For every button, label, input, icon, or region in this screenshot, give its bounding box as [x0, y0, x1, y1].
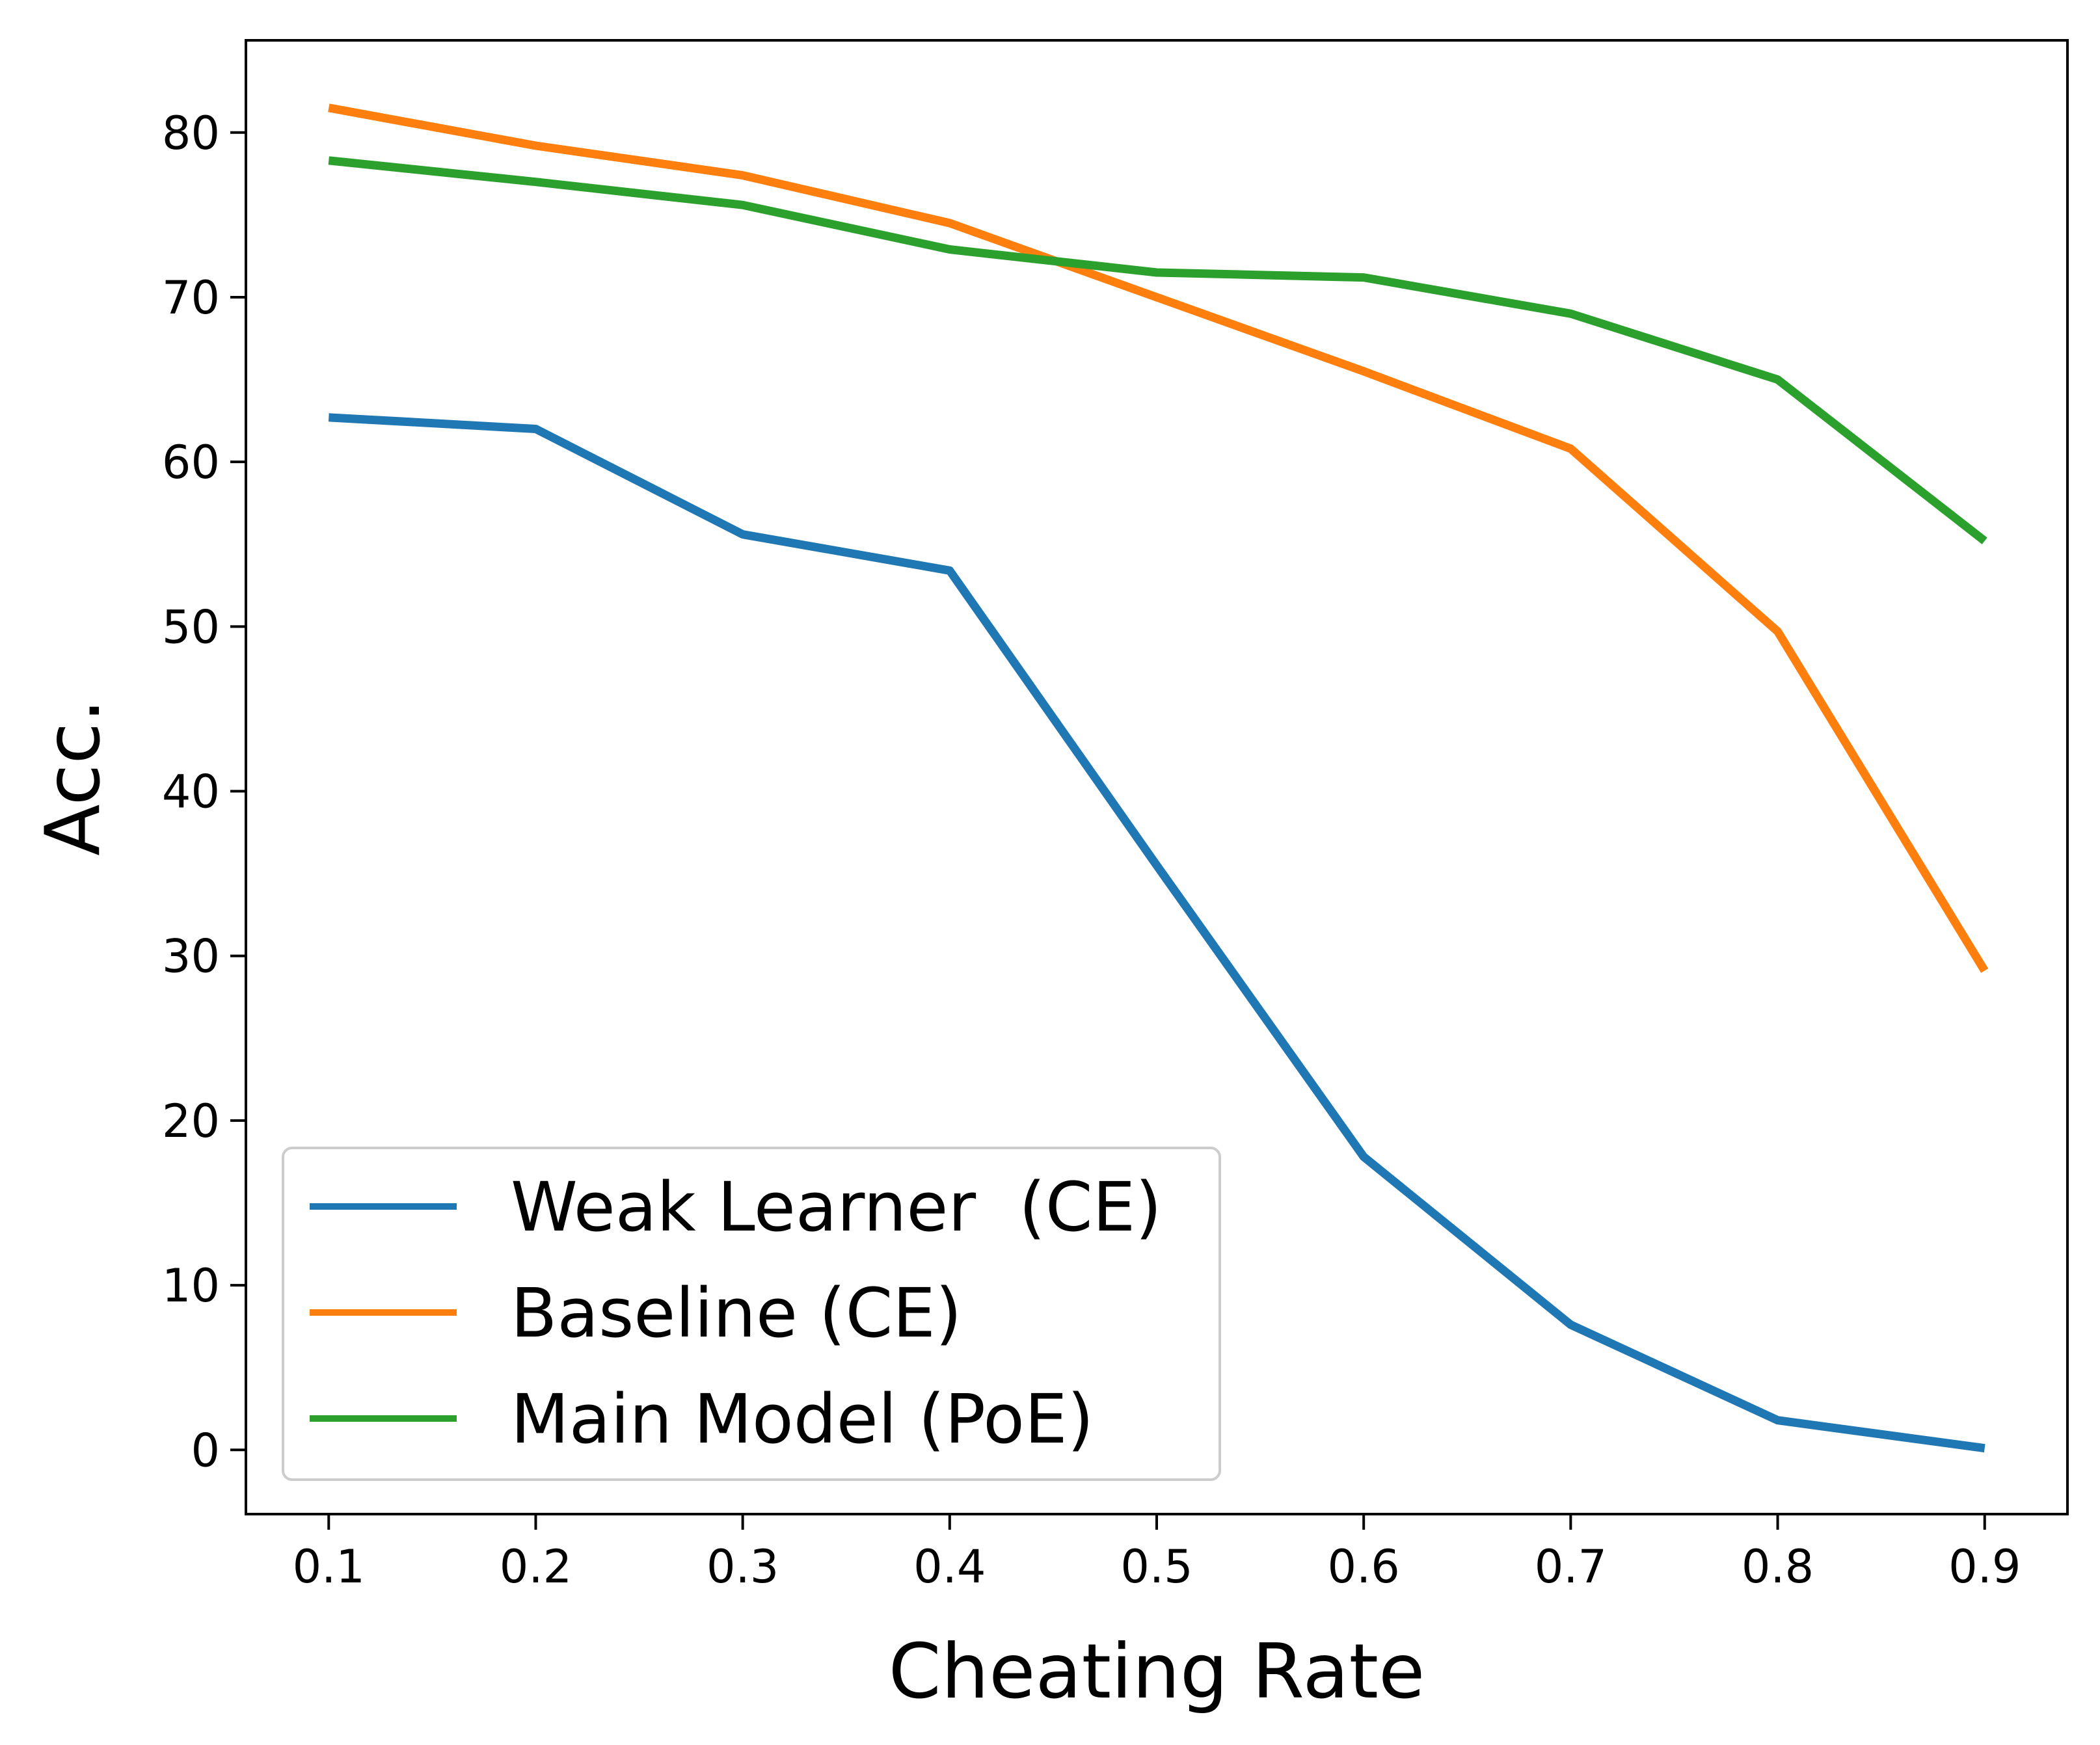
x-tick-label: 0.9 [1948, 1540, 2021, 1593]
legend: Weak Learner (CE) Baseline (CE) Main Model… [282, 1147, 1221, 1481]
x-tick-label: 0.3 [707, 1540, 779, 1593]
y-tick-label: 40 [162, 766, 220, 819]
y-tick-label: 30 [162, 930, 220, 983]
x-axis-title: Cheating Rate [889, 1628, 1425, 1716]
series-layer [328, 103, 1989, 1453]
series-line-1 [328, 413, 1986, 1453]
y-tick-label: 60 [162, 436, 220, 489]
y-tick-label: 70 [162, 271, 220, 325]
x-tick-label: 0.8 [1742, 1540, 1814, 1593]
x-tick-label: 0.7 [1535, 1540, 1607, 1593]
legend-box [282, 1147, 1221, 1481]
legend-label: Baseline (CE) [511, 1273, 962, 1353]
x-tick-label: 0.2 [500, 1540, 572, 1593]
y-tick-label: 10 [162, 1259, 220, 1312]
x-tick-label: 0.1 [293, 1540, 365, 1593]
x-tick-label: 0.4 [913, 1540, 986, 1593]
y-axis: 0 10 20 30 40 50 60 70 80 [162, 107, 246, 1477]
legend-label: Main Model (PoE) [511, 1379, 1094, 1459]
y-tick-label: 0 [191, 1424, 220, 1477]
series-line-2 [328, 103, 1989, 973]
y-tick-label: 20 [162, 1095, 220, 1148]
x-tick-label: 0.6 [1328, 1540, 1400, 1593]
y-axis-title: Acc. [29, 699, 117, 856]
x-tick-label: 0.5 [1120, 1540, 1192, 1593]
y-tick-label: 80 [162, 107, 220, 160]
legend-label: Weak Learner (CE) [511, 1167, 1162, 1247]
x-axis: 0.1 0.2 0.3 0.4 0.5 0.6 0.7 0.8 0.9 [293, 1514, 2021, 1593]
y-tick-label: 50 [162, 600, 220, 654]
series-line-3 [328, 156, 1987, 544]
